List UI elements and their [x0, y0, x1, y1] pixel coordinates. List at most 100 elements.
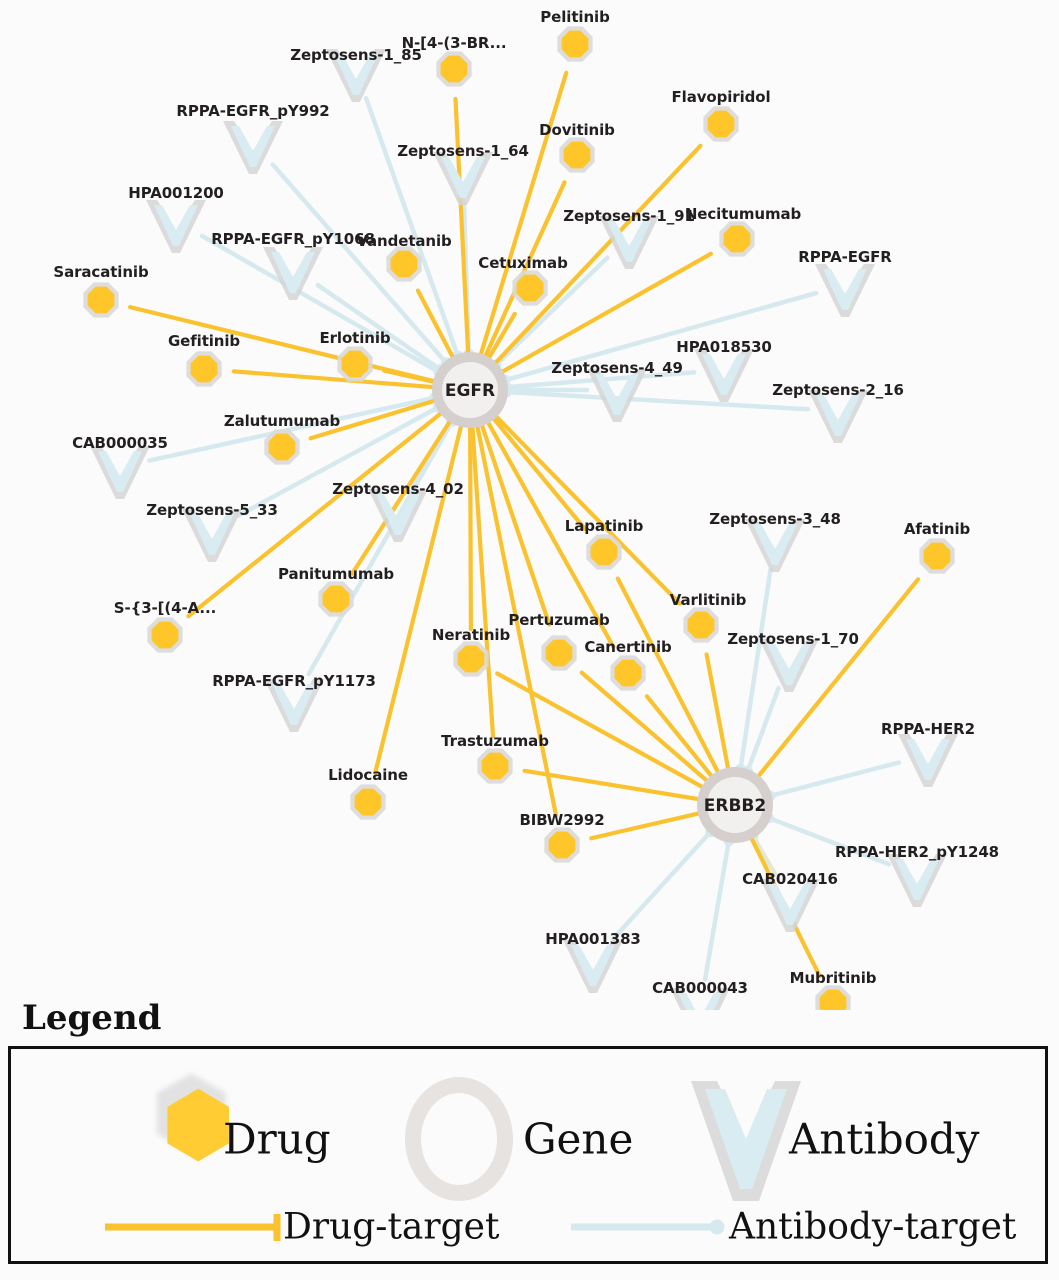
drug-node[interactable] — [453, 641, 489, 677]
drug-target-edge[interactable] — [231, 369, 439, 390]
antibody-target-edge[interactable] — [363, 96, 461, 361]
drug-node[interactable] — [683, 607, 719, 643]
drug-target-edge[interactable] — [491, 143, 703, 368]
drug-node[interactable] — [436, 51, 472, 87]
antibody-target-edge[interactable] — [500, 290, 819, 384]
antibody-target-edge[interactable] — [765, 760, 902, 799]
gene-inner — [442, 362, 498, 418]
antibody-target-edge[interactable] — [147, 395, 440, 463]
drug-target-edge[interactable] — [491, 412, 683, 606]
drug-target-edge[interactable] — [754, 577, 921, 781]
drug-target-edge[interactable] — [186, 409, 446, 619]
antibody-target-edge[interactable] — [702, 836, 732, 982]
drug-target-edge[interactable] — [497, 251, 713, 376]
antibody-node[interactable] — [433, 152, 493, 205]
antibody-node[interactable] — [264, 679, 324, 732]
drug-target-edge[interactable] — [468, 421, 473, 632]
antibody-node[interactable] — [563, 940, 623, 993]
drug-target-edge[interactable] — [644, 694, 716, 781]
drug-node[interactable] — [719, 221, 755, 257]
drug-node[interactable] — [83, 282, 119, 318]
drug-target-edge[interactable] — [589, 810, 704, 841]
antibody-node[interactable] — [263, 247, 323, 300]
antibody-target-edge[interactable] — [610, 827, 715, 942]
drug-node[interactable] — [350, 784, 386, 820]
drug-target-edge[interactable] — [474, 421, 559, 818]
antibody-node[interactable] — [599, 216, 659, 269]
legend-graphics — [105, 1073, 801, 1241]
drug-target-edge[interactable] — [489, 414, 587, 531]
drug-target-edge[interactable] — [579, 670, 712, 785]
drug-target-edge[interactable] — [382, 368, 439, 385]
drug-target-edge[interactable] — [485, 311, 517, 363]
antibody-target-edge[interactable] — [501, 389, 811, 412]
drug-node[interactable] — [610, 655, 646, 691]
antibody-node[interactable] — [694, 349, 754, 402]
drug-node[interactable] — [541, 635, 577, 671]
antibody-target-edge[interactable] — [764, 814, 892, 867]
drug-node[interactable] — [815, 985, 851, 1010]
antibody-node[interactable] — [90, 446, 150, 499]
antibody-glyph — [906, 739, 950, 780]
drug-node[interactable] — [186, 351, 222, 387]
antibody-node[interactable] — [587, 369, 647, 422]
drug-octagon — [548, 831, 576, 859]
drug-node[interactable] — [557, 26, 593, 62]
drug-target-edge[interactable] — [308, 397, 440, 441]
drug-node[interactable] — [559, 137, 595, 173]
drug-target-edge[interactable] — [522, 768, 704, 802]
antibody-node[interactable] — [759, 639, 819, 692]
antibody-target-edge[interactable] — [744, 685, 781, 776]
drug-target-edge[interactable] — [415, 288, 457, 362]
drug-target-edge[interactable] — [704, 652, 731, 774]
drug-octagon — [457, 645, 485, 673]
drug-node[interactable] — [147, 617, 183, 653]
antibody-target-edge[interactable] — [749, 832, 778, 877]
antibody-node[interactable] — [223, 121, 283, 174]
drug-node[interactable] — [318, 581, 354, 617]
drug-node[interactable] — [512, 270, 548, 306]
drug-target-edge[interactable] — [477, 70, 569, 360]
drug-node[interactable] — [477, 748, 513, 784]
antibody-node[interactable] — [326, 49, 386, 102]
network-canvas[interactable]: EGFR ERBB2 Zeptosens-1_85 RPPA-EGFR_pY992 H… — [0, 0, 1059, 1010]
antibody-node[interactable] — [808, 390, 868, 443]
antibody-target-edge[interactable] — [236, 403, 443, 518]
gene-node-egfr[interactable] — [432, 352, 508, 428]
drug-target-edge[interactable] — [484, 417, 616, 649]
antibody-node[interactable] — [760, 879, 820, 932]
drug-node[interactable] — [544, 827, 580, 863]
drug-target-edge[interactable] — [373, 420, 464, 775]
antibody-node[interactable] — [368, 489, 428, 542]
antibody-node[interactable] — [898, 734, 958, 787]
antibody-target-edge[interactable] — [737, 567, 773, 774]
drug-node[interactable] — [703, 106, 739, 142]
antibody-node[interactable] — [182, 509, 242, 562]
antibody-target-edge[interactable] — [199, 233, 443, 376]
antibody-target-edge[interactable] — [270, 162, 450, 367]
drug-target-edge[interactable] — [453, 96, 471, 359]
legend-antibody-edge-symbol — [571, 1219, 725, 1235]
antibody-node[interactable] — [146, 200, 206, 253]
antibody-node[interactable] — [745, 519, 805, 572]
antibody-glyph — [767, 644, 811, 685]
drug-node[interactable] — [337, 346, 373, 382]
drug-node[interactable] — [919, 538, 955, 574]
gene-node-erbb2[interactable] — [697, 767, 773, 843]
drug-node[interactable] — [386, 246, 422, 282]
drug-target-edge[interactable] — [615, 576, 722, 777]
antibody-node[interactable] — [887, 854, 947, 907]
antibody-target-edge[interactable] — [315, 282, 445, 373]
drug-target-edge[interactable] — [478, 420, 552, 627]
antibody-target-edge[interactable] — [306, 417, 456, 677]
legend-title: Legend — [22, 998, 162, 1038]
drug-node[interactable] — [586, 534, 622, 570]
antibody-node[interactable] — [815, 264, 875, 317]
antibody-glyph — [571, 945, 615, 986]
drug-node[interactable] — [264, 429, 300, 465]
drug-target-edge[interactable] — [350, 416, 454, 576]
drug-target-edge[interactable] — [470, 421, 496, 739]
drug-octagon — [819, 989, 847, 1010]
antibody-target-edge[interactable] — [492, 255, 610, 369]
antibody-node[interactable] — [670, 988, 730, 1010]
